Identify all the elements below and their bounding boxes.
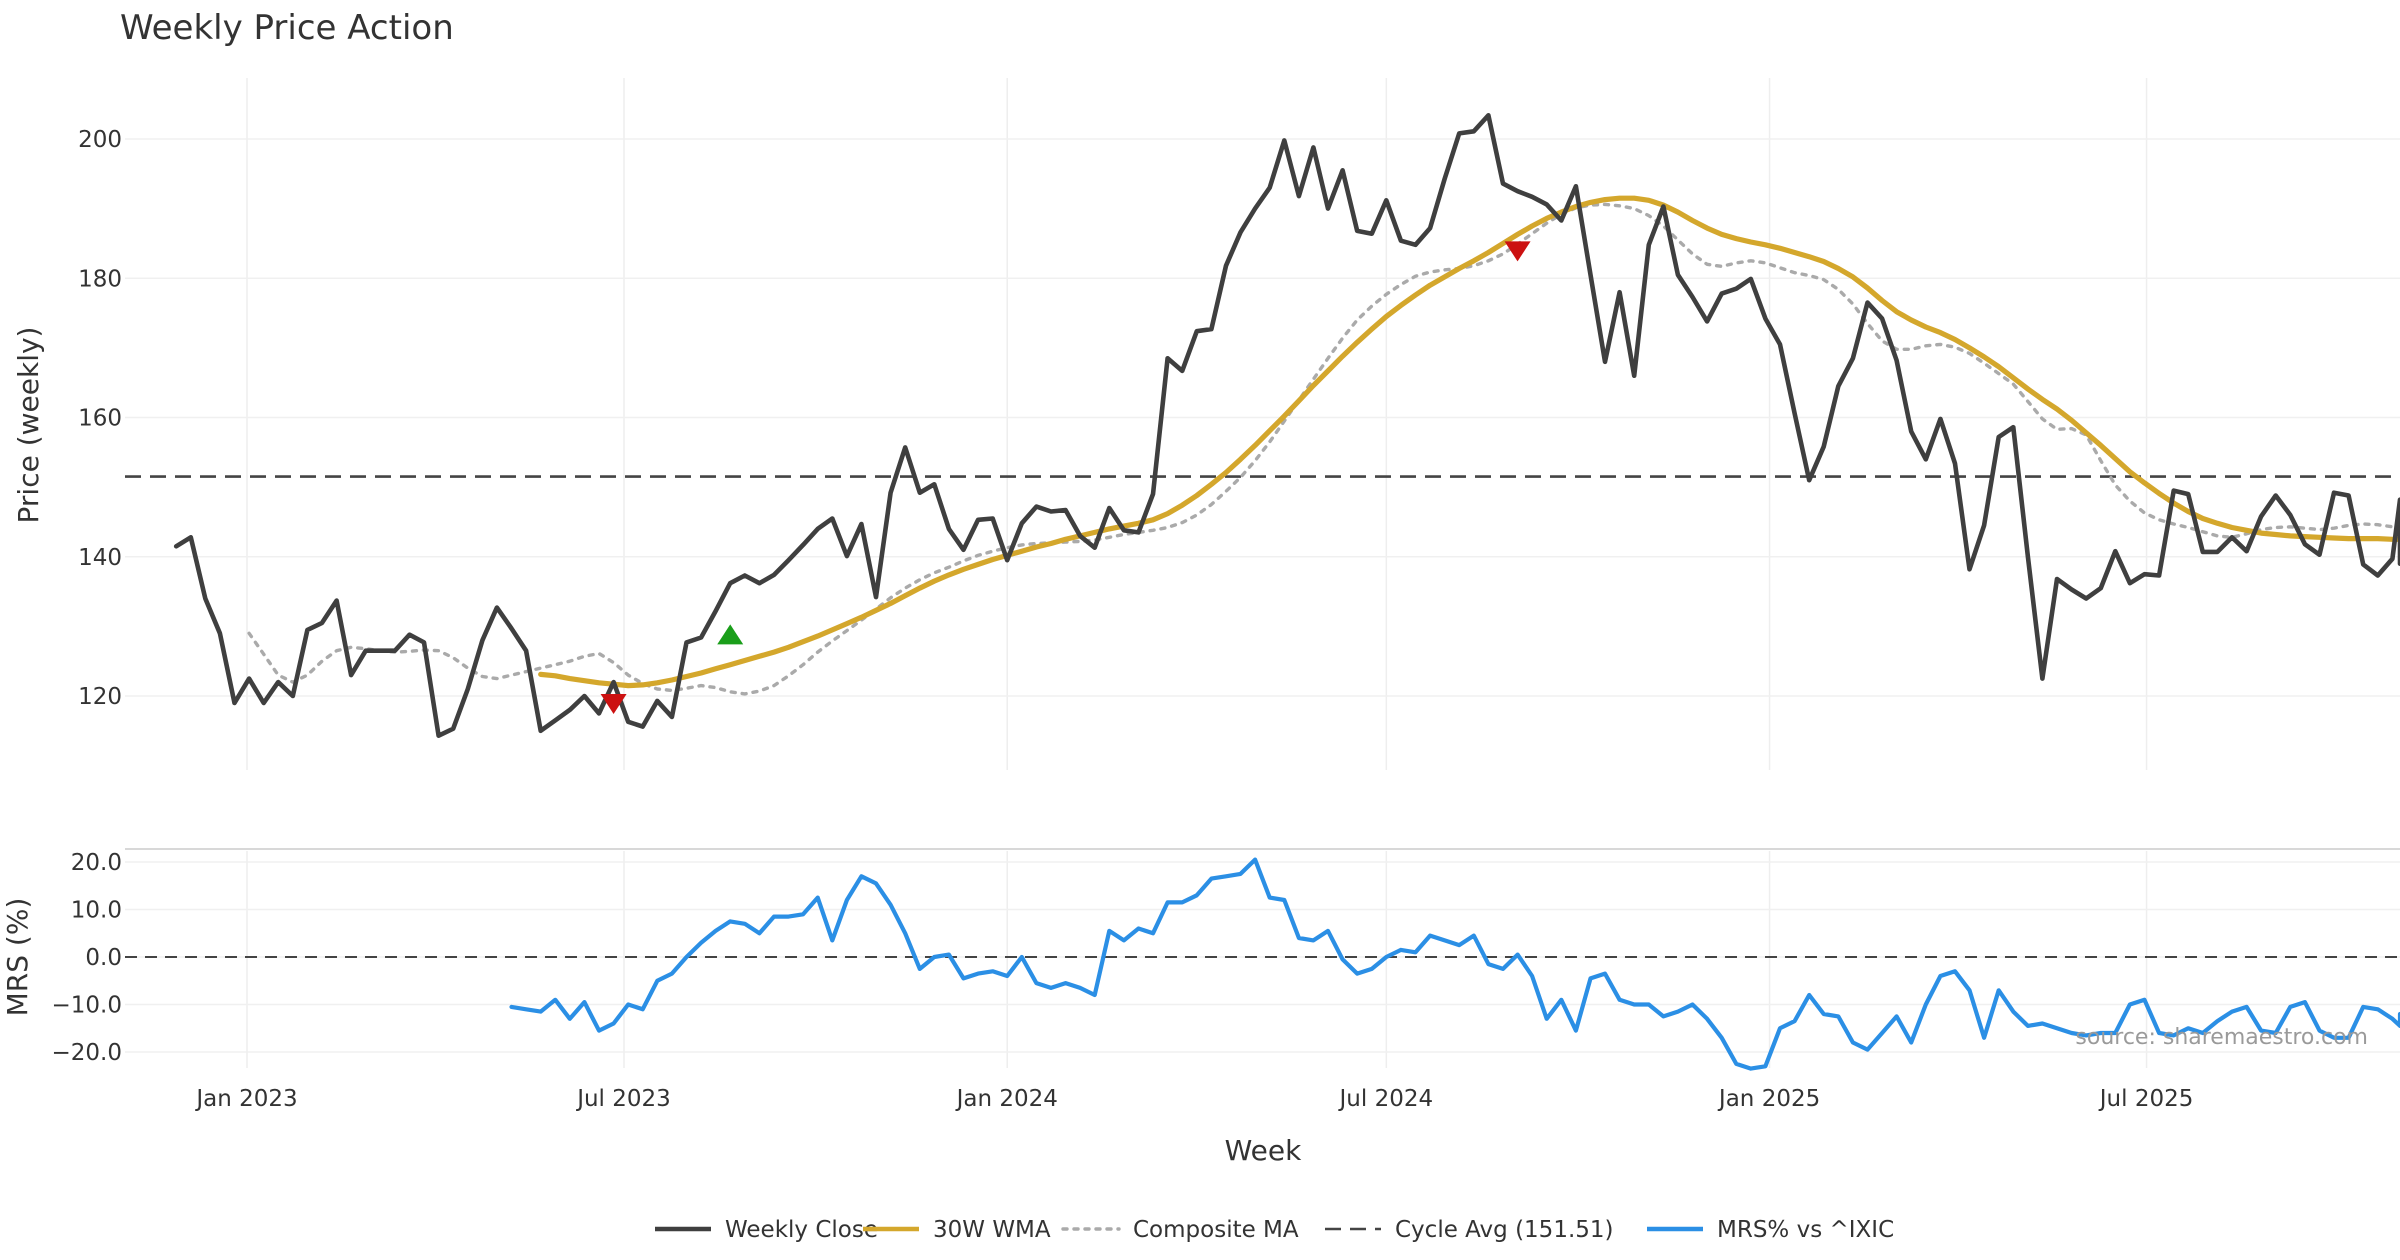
buy-signal-marker — [717, 624, 744, 645]
mrs-y-tick-label: 20.0 — [71, 850, 122, 876]
legend: Weekly Close 30W WMA Composite MA Cycle Avg… — [655, 1217, 1894, 1243]
x-tick-label: Jul 2025 — [2098, 1086, 2194, 1112]
mrs-series — [509, 857, 2400, 1071]
x-axis-ticks: Jan 2023 Jul 2023 Jan 2024 Jul 2024 Jan 2025… — [194, 1086, 2193, 1112]
price-y-tick-label: 200 — [78, 127, 122, 153]
legend-label: 30W WMA — [933, 1217, 1051, 1243]
mrs-grid — [125, 851, 2400, 1068]
price-series — [173, 113, 2400, 739]
x-tick-label: Jan 2023 — [194, 1086, 297, 1112]
x-tick-label: Jul 2023 — [575, 1086, 671, 1112]
price-y-tick-label: 120 — [78, 684, 122, 710]
x-axis-label: Week — [1225, 1134, 1302, 1167]
price-y-tick-label: 160 — [78, 406, 122, 432]
wma-30w-line — [538, 195, 2400, 689]
mrs-panel: 20.0 10.0 0.0 −10.0 −20.0 MRS (%) Jan 2023 Ju… — [1, 848, 2400, 1167]
price-y-ticks: 120 140 160 180 200 — [78, 127, 122, 710]
price-y-tick-label: 140 — [78, 545, 122, 571]
legend-label: Weekly Close — [725, 1217, 878, 1243]
signal-markers — [600, 241, 1531, 714]
legend-label: Cycle Avg (151.51) — [1395, 1217, 1614, 1243]
source-watermark: source: sharemaestro.com — [2075, 1025, 2368, 1050]
mrs-y-tick-label: 0.0 — [85, 945, 122, 971]
sell-signal-marker — [1504, 241, 1531, 262]
mrs-y-axis-label: MRS (%) — [1, 898, 34, 1017]
x-tick-label: Jul 2024 — [1338, 1086, 1434, 1112]
price-y-axis-label: Price (weekly) — [12, 327, 45, 524]
mrs-y-tick-label: 10.0 — [71, 898, 122, 924]
mrs-y-ticks: 20.0 10.0 0.0 −10.0 −20.0 — [52, 850, 122, 1066]
price-panel: 120 140 160 180 200 Price (weekly) — [12, 78, 2400, 770]
legend-label: Composite MA — [1133, 1217, 1299, 1243]
composite-ma-line — [247, 202, 2400, 696]
legend-label: MRS% vs ^IXIC — [1717, 1217, 1894, 1243]
sell-signal-marker — [600, 693, 627, 714]
chart-title: Weekly Price Action — [120, 8, 454, 48]
mrs-line — [509, 857, 2400, 1071]
x-tick-label: Jan 2025 — [1717, 1086, 1820, 1112]
price-y-tick-label: 180 — [78, 266, 122, 292]
mrs-y-tick-label: −20.0 — [52, 1040, 122, 1066]
x-tick-label: Jan 2024 — [955, 1086, 1058, 1112]
price-grid — [125, 78, 2400, 770]
mrs-y-tick-label: −10.0 — [52, 993, 122, 1019]
weekly-close-line — [173, 113, 2400, 739]
